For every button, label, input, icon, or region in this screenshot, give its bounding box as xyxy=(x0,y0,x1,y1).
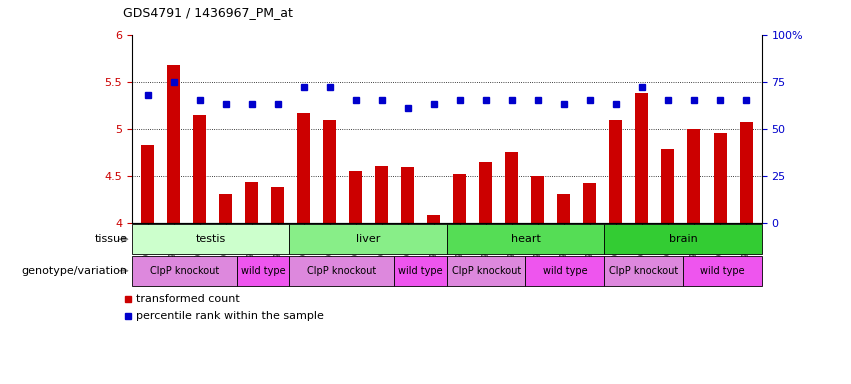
Bar xyxy=(237,256,289,286)
Bar xyxy=(525,256,604,286)
Bar xyxy=(401,167,414,223)
Bar xyxy=(375,166,388,223)
Text: wild type: wild type xyxy=(700,266,745,276)
Text: genotype/variation: genotype/variation xyxy=(21,266,128,276)
Text: wild type: wild type xyxy=(543,266,587,276)
Bar xyxy=(454,174,466,223)
Bar xyxy=(271,187,284,223)
Bar xyxy=(167,65,180,223)
Bar xyxy=(604,256,683,286)
Bar xyxy=(479,162,493,223)
Text: ClpP knockout: ClpP knockout xyxy=(452,266,521,276)
Text: transformed count: transformed count xyxy=(136,294,240,304)
Bar xyxy=(636,93,648,223)
Bar xyxy=(683,256,762,286)
Bar xyxy=(289,224,447,254)
Bar xyxy=(447,224,604,254)
Text: wild type: wild type xyxy=(241,266,285,276)
Bar xyxy=(349,171,363,223)
Bar xyxy=(531,176,545,223)
Bar xyxy=(688,129,700,223)
Bar xyxy=(141,145,154,223)
Text: brain: brain xyxy=(669,234,697,244)
Bar xyxy=(740,122,752,223)
Bar xyxy=(447,256,525,286)
Bar xyxy=(713,133,727,223)
Bar xyxy=(323,120,336,223)
Text: wild type: wild type xyxy=(398,266,443,276)
Text: GDS4791 / 1436967_PM_at: GDS4791 / 1436967_PM_at xyxy=(123,6,294,19)
Bar xyxy=(394,256,447,286)
Bar xyxy=(193,116,206,223)
Text: ClpP knockout: ClpP knockout xyxy=(150,266,219,276)
Bar xyxy=(557,195,570,223)
Text: ClpP knockout: ClpP knockout xyxy=(307,266,376,276)
Bar xyxy=(245,182,258,223)
Text: liver: liver xyxy=(356,234,380,244)
Text: percentile rank within the sample: percentile rank within the sample xyxy=(136,311,324,321)
Text: testis: testis xyxy=(196,234,226,244)
Text: ClpP knockout: ClpP knockout xyxy=(609,266,678,276)
Bar xyxy=(132,256,237,286)
Bar xyxy=(297,113,310,223)
Bar xyxy=(661,149,675,223)
Bar xyxy=(609,120,622,223)
Bar xyxy=(219,195,232,223)
Bar xyxy=(289,256,394,286)
Bar xyxy=(604,224,762,254)
Bar xyxy=(132,224,289,254)
Bar xyxy=(584,183,597,223)
Text: tissue: tissue xyxy=(94,234,128,244)
Text: heart: heart xyxy=(511,234,540,244)
Bar xyxy=(427,215,440,223)
Bar xyxy=(505,152,518,223)
